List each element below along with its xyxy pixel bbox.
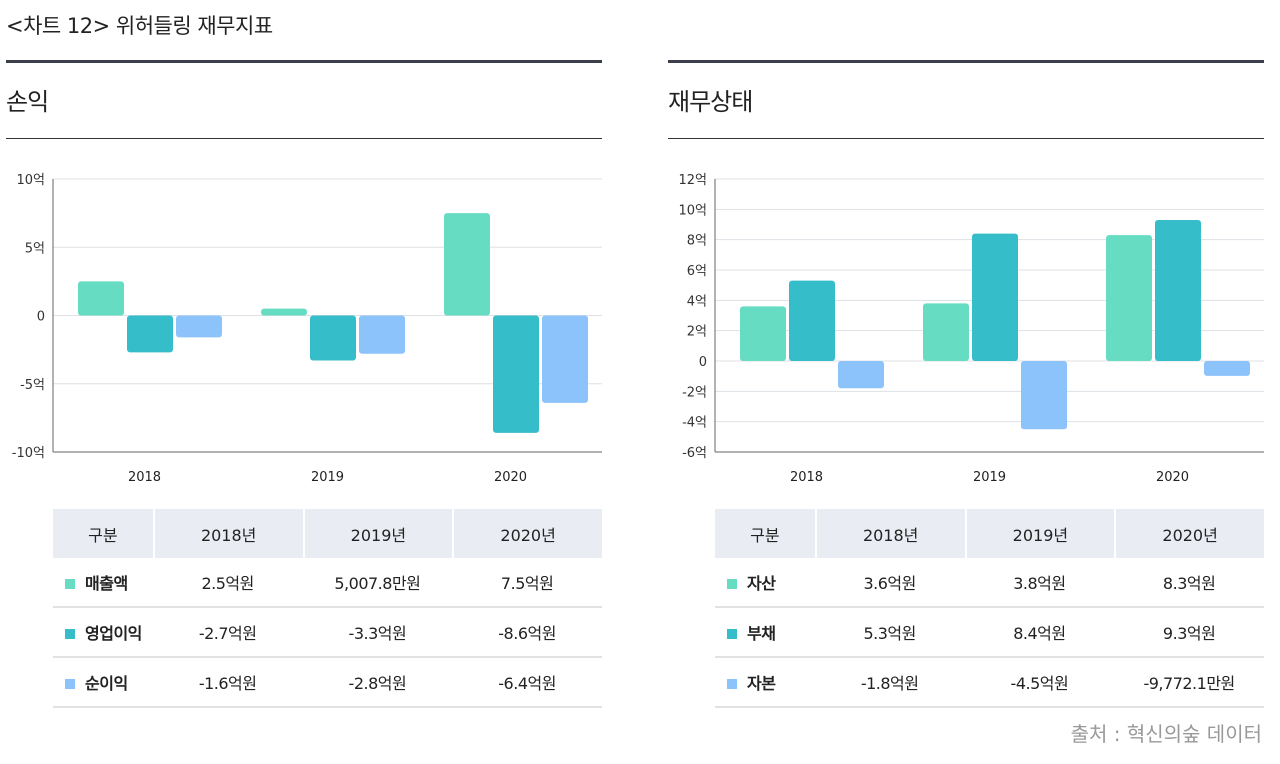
table-header: 구분 (715, 509, 815, 558)
top-rule (668, 60, 1264, 63)
row-label: 매출액 (85, 574, 128, 593)
legend-swatch (65, 679, 75, 689)
y-tick-label: -5억 (20, 378, 45, 393)
y-tick-label: 10억 (16, 173, 45, 188)
table-header: 2019년 (302, 509, 453, 558)
bar-부채 (972, 233, 1018, 361)
row-label: 자산 (747, 574, 776, 593)
bar-영업이익 (493, 315, 539, 433)
table-row: 자본 -1.8억원 -4.5억원 -9,772.1만원 (715, 658, 1264, 708)
table-header: 구분 (53, 509, 153, 558)
table-header: 2018년 (152, 509, 303, 558)
top-rule (6, 60, 602, 63)
row-label: 부채 (747, 624, 776, 643)
y-tick-label: 6억 (687, 264, 707, 279)
row-label: 자본 (747, 674, 776, 693)
table-cell: 9.3억원 (1114, 608, 1264, 658)
x-tick-label: 2019 (973, 470, 1006, 485)
bar-매출액 (261, 308, 307, 316)
bar-chart: 12억 10억 8억 6억 4억 2억 0 -2억 -4억 -6억 2018 2019 2020 (678, 173, 1264, 485)
legend-swatch (727, 679, 737, 689)
table-row: 순이익 -1.6억원 -2.8억원 -6.4억원 (53, 658, 602, 708)
table-cell: 5.3억원 (814, 608, 965, 658)
table-cell: 7.5억원 (452, 558, 602, 608)
y-tick-label: -10억 (12, 446, 45, 461)
table-cell: 3.8억원 (964, 558, 1115, 608)
y-tick-label: 0 (37, 310, 45, 325)
y-tick-label: -4억 (682, 416, 707, 431)
table-header: 2020년 (452, 509, 602, 558)
y-tick-label: 2억 (687, 325, 707, 340)
legend-swatch (65, 579, 75, 589)
table-header: 2020년 (1114, 509, 1264, 558)
bar-자산 (923, 303, 969, 361)
y-tick-label: 10억 (678, 203, 707, 218)
bar-순이익 (359, 315, 405, 354)
table-row: 영업이익 -2.7억원 -3.3억원 -8.6억원 (53, 608, 602, 658)
bar-순이익 (176, 315, 222, 338)
table-header: 2018년 (814, 509, 965, 558)
bar-자산 (1106, 235, 1152, 361)
bar-매출액 (444, 213, 490, 316)
y-tick-label: 8억 (687, 234, 707, 249)
y-tick-label: 4억 (687, 294, 707, 309)
bar-영업이익 (310, 315, 356, 361)
bar-자본 (1204, 361, 1250, 376)
table-cell: 3.6억원 (814, 558, 965, 608)
table-cell: -6.4억원 (452, 658, 602, 708)
table-cell: 5,007.8만원 (302, 558, 453, 608)
x-tick-label: 2018 (790, 470, 823, 485)
y-tick-label: 12억 (678, 173, 707, 188)
chart-title: <차트 12> 위허들링 재무지표 (6, 14, 273, 38)
bar-자본 (1021, 361, 1067, 430)
table-cell: -1.6억원 (152, 658, 303, 708)
table-row: 자산 3.6억원 3.8억원 8.3억원 (715, 558, 1264, 608)
y-tick-label: 5억 (25, 241, 45, 256)
table-cell: -8.6억원 (452, 608, 602, 658)
data-table: 구분 2018년 2019년 2020년 매출액 2.5억원 5,007.8만원 7.5억원 영… (53, 509, 602, 708)
table-cell: -1.8억원 (814, 658, 965, 708)
bar-자본 (838, 361, 884, 389)
row-label: 순이익 (85, 674, 128, 693)
table-cell: 8.4억원 (964, 608, 1115, 658)
bar-매출액 (78, 281, 124, 316)
panel-income: 손익 10억 5억 0 -5억 -10억 2018 2019 2020 구분 2018년 2019년 2… (6, 60, 602, 708)
x-tick-label: 2018 (128, 470, 161, 485)
bar-부채 (789, 280, 835, 361)
x-tick-label: 2019 (311, 470, 344, 485)
table-cell: -3.3억원 (302, 608, 453, 658)
bar-chart: 10억 5억 0 -5억 -10억 2018 2019 2020 (12, 173, 602, 485)
panel-financial-status: 재무상태 12억 10억 8억 6억 4억 2억 0 -2억 -4억 -6억 2018 2019 2020… (668, 60, 1264, 708)
table-cell: 8.3억원 (1114, 558, 1264, 608)
table-cell: -9,772.1만원 (1114, 658, 1264, 708)
bar-영업이익 (127, 315, 173, 353)
legend-swatch (727, 579, 737, 589)
bar-부채 (1155, 219, 1201, 361)
y-tick-label: -6억 (682, 446, 707, 461)
legend-swatch (727, 629, 737, 639)
source-note: 출처 : 혁신의숲 데이터 (1070, 722, 1262, 746)
table-header: 2019년 (964, 509, 1115, 558)
row-label: 영업이익 (85, 624, 142, 643)
table-cell: -2.7억원 (152, 608, 303, 658)
section-title: 손익 (6, 63, 602, 139)
section-title: 재무상태 (668, 63, 1264, 139)
table-cell: 2.5억원 (152, 558, 303, 608)
x-tick-label: 2020 (494, 470, 527, 485)
y-tick-label: 0 (699, 355, 707, 370)
bar-순이익 (542, 315, 588, 403)
table-row: 매출액 2.5억원 5,007.8만원 7.5억원 (53, 558, 602, 608)
y-tick-label: -2억 (682, 385, 707, 400)
legend-swatch (65, 629, 75, 639)
table-row: 부채 5.3억원 8.4억원 9.3억원 (715, 608, 1264, 658)
x-tick-label: 2020 (1156, 470, 1189, 485)
table-cell: -4.5억원 (964, 658, 1115, 708)
bar-자산 (740, 306, 786, 361)
table-cell: -2.8억원 (302, 658, 453, 708)
